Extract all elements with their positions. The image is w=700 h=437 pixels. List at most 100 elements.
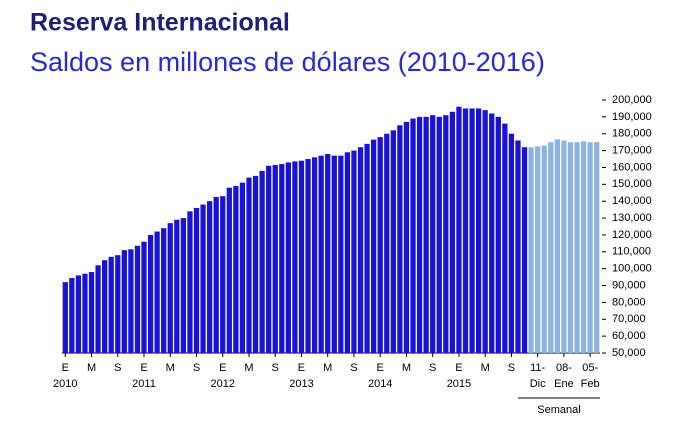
bar xyxy=(338,155,344,353)
bar xyxy=(62,282,68,353)
bar xyxy=(141,241,147,353)
bar xyxy=(108,256,114,353)
x-tick-label-row2: 2014 xyxy=(368,378,392,390)
x-tick-label: E xyxy=(377,362,384,374)
y-tick-label: 80,000 xyxy=(612,296,646,308)
x-tick-label: E xyxy=(219,362,226,374)
bar xyxy=(515,140,521,353)
bar xyxy=(305,159,311,353)
y-tick-label: 150,000 xyxy=(612,178,652,190)
bar xyxy=(436,116,442,353)
y-tick-label: 50,000 xyxy=(612,347,646,359)
bar xyxy=(272,164,278,353)
y-tick-label: 120,000 xyxy=(612,229,652,241)
x-tick-label-row2: 2013 xyxy=(289,378,313,390)
bar xyxy=(403,121,410,353)
bar xyxy=(423,116,429,353)
bar xyxy=(574,142,580,353)
y-tick-label: 140,000 xyxy=(612,195,652,207)
bar xyxy=(364,143,370,353)
x-tick-label: E xyxy=(140,362,147,374)
bar xyxy=(75,275,82,353)
x-tick-label-row2: 2012 xyxy=(211,378,235,390)
bar xyxy=(226,187,232,353)
bar xyxy=(344,152,351,353)
bar xyxy=(541,145,547,353)
bar xyxy=(580,141,587,353)
x-tick-label-row2: 2015 xyxy=(447,378,471,390)
bar xyxy=(174,219,180,353)
x-tick-label-row2: Dic xyxy=(530,378,546,390)
x-tick-label: M xyxy=(323,362,332,374)
bar xyxy=(351,150,357,353)
bar xyxy=(147,234,154,353)
bar xyxy=(410,118,416,353)
bar xyxy=(390,130,396,353)
bar xyxy=(508,133,515,353)
bar xyxy=(521,147,528,353)
bar xyxy=(102,260,108,353)
x-tick-label: E xyxy=(298,362,305,374)
x-tick-label: 05- xyxy=(582,362,598,374)
x-tick-label: E xyxy=(455,362,462,374)
bar xyxy=(449,111,456,353)
bar xyxy=(567,142,574,353)
bar xyxy=(220,196,226,353)
bar xyxy=(298,160,305,353)
x-tick-label: E xyxy=(62,362,69,374)
x-tick-label: S xyxy=(114,362,121,374)
bar xyxy=(180,218,187,353)
y-tick-label: 60,000 xyxy=(612,330,646,342)
bar xyxy=(266,165,272,353)
x-tick-label-row2: 2010 xyxy=(53,378,77,390)
bar xyxy=(357,147,364,353)
bar xyxy=(167,223,173,353)
y-tick-label: 170,000 xyxy=(612,145,652,157)
bar xyxy=(95,265,101,353)
bar xyxy=(259,170,265,353)
bar xyxy=(502,123,508,353)
bar xyxy=(285,162,291,353)
bar xyxy=(82,273,88,353)
bar xyxy=(121,250,127,353)
x-tick-label: 08- xyxy=(556,362,572,374)
chart-subtitle: Saldos en millones de dólares (2010-2016… xyxy=(30,47,545,77)
y-tick-label: 130,000 xyxy=(612,212,652,224)
bar xyxy=(456,106,462,353)
bar xyxy=(548,142,554,353)
bar xyxy=(252,175,259,353)
y-tick-label: 190,000 xyxy=(612,111,652,123)
x-tick-label: M xyxy=(87,362,96,374)
x-tick-label-row2: Feb xyxy=(581,378,600,390)
x-tick-label: M xyxy=(402,362,411,374)
bar xyxy=(384,133,390,353)
bar xyxy=(495,116,501,353)
bar xyxy=(134,245,141,353)
bar xyxy=(292,161,298,353)
bar xyxy=(489,113,495,353)
bar xyxy=(187,211,193,353)
bar xyxy=(246,177,252,353)
y-tick-label: 100,000 xyxy=(612,263,652,275)
y-tick-label: 180,000 xyxy=(612,128,652,140)
bar xyxy=(88,272,95,353)
bar xyxy=(462,108,469,353)
bar xyxy=(371,139,377,353)
bar xyxy=(469,108,475,353)
bar xyxy=(430,115,436,354)
bar xyxy=(161,228,167,353)
x-tick-label: M xyxy=(244,362,253,374)
bar xyxy=(154,231,160,353)
bar xyxy=(213,196,219,353)
y-tick-label: 90,000 xyxy=(612,279,646,291)
bar xyxy=(128,249,134,353)
bar xyxy=(561,140,567,353)
bar xyxy=(200,204,206,353)
bar xyxy=(594,142,600,353)
x-tick-label: M xyxy=(166,362,175,374)
bar xyxy=(318,155,324,353)
x-tick-label: S xyxy=(272,362,279,374)
x-tick-label: M xyxy=(481,362,490,374)
bar xyxy=(397,125,403,353)
